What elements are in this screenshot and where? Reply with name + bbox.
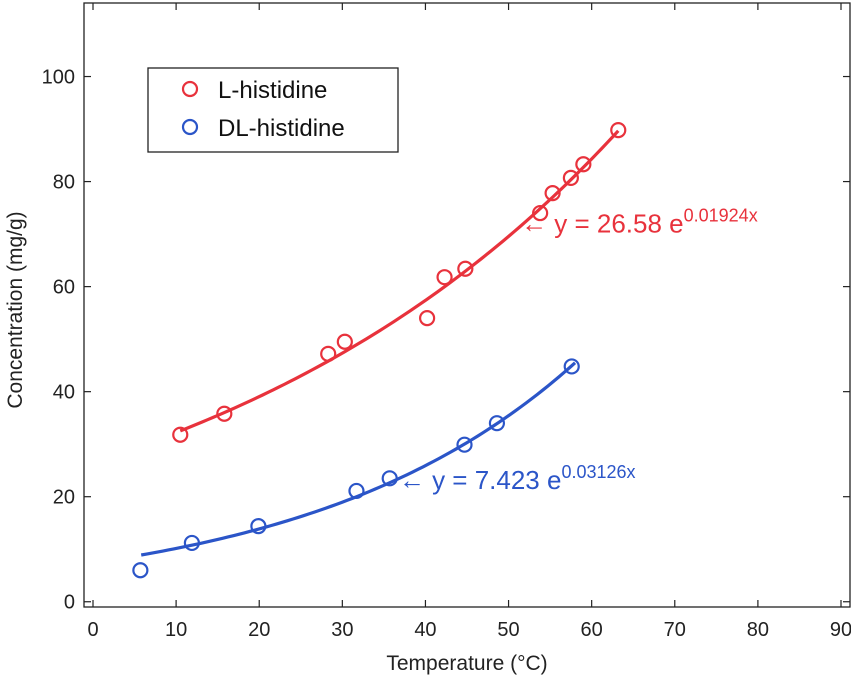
x-tick-label: 60 <box>581 619 603 641</box>
fit-curve-l-histidine <box>179 129 620 433</box>
data-point-dl-histidine <box>250 518 267 535</box>
data-point-l-histidine <box>320 345 337 362</box>
data-point-dl-histidine <box>348 482 365 500</box>
fit-equations: ← y = 26.58 e0.01924x ← y = 7.423 e0.0312… <box>399 206 758 495</box>
data-point-l-histidine <box>172 426 189 443</box>
data-point-l-histidine <box>216 405 233 422</box>
data-point-dl-histidine <box>183 534 201 552</box>
y-axis-title: Concentration (mg/g) <box>4 211 27 408</box>
data-point-l-histidine <box>562 169 579 186</box>
x-tick-label: 70 <box>664 619 686 641</box>
data-point-l-histidine <box>532 204 549 222</box>
x-tick-label: 0 <box>87 619 98 641</box>
axes: 0 10 20 30 40 50 60 70 80 90 0 20 40 60 80 100 <box>42 2 851 641</box>
legend: L-histidine DL-histidine <box>147 67 399 153</box>
fit-equation-dl-histidine: ← y = 7.423 e0.03126x <box>399 462 636 495</box>
data-point-l-histidine <box>436 269 453 286</box>
x-tick-label: 20 <box>248 619 270 641</box>
fit-curve-dl-histidine <box>140 361 577 557</box>
legend-marker <box>181 80 199 98</box>
data-point-dl-histidine <box>456 436 473 453</box>
fit-equation-l-histidine: ← y = 26.58 e0.01924x <box>521 206 758 239</box>
data-point-l-histidine <box>544 185 561 202</box>
data-points <box>132 122 627 579</box>
y-tick-label: 60 <box>53 277 75 299</box>
data-point-l-histidine <box>336 333 353 350</box>
y-tick-label: 40 <box>53 382 75 404</box>
y-tick-label: 100 <box>42 67 75 89</box>
data-point-l-histidine <box>610 122 627 139</box>
legend-marker <box>181 118 199 136</box>
data-point-dl-histidine <box>488 415 506 432</box>
data-point-dl-histidine <box>563 358 580 375</box>
x-tick-label: 40 <box>414 619 436 641</box>
y-tick-label: 20 <box>53 487 75 509</box>
x-tick-label: 10 <box>165 619 187 641</box>
x-tick-label: 90 <box>830 619 851 641</box>
x-tick-label: 30 <box>331 619 353 641</box>
y-tick-label: 0 <box>64 592 75 614</box>
plot-frame <box>83 2 851 608</box>
x-tick-label: 50 <box>497 619 519 641</box>
y-tick-label: 80 <box>53 172 75 194</box>
data-point-dl-histidine <box>132 562 149 579</box>
data-point-l-histidine <box>419 310 436 327</box>
legend-label: L-histidine <box>218 77 327 104</box>
x-tick-label: 80 <box>747 619 769 641</box>
data-point-dl-histidine <box>381 470 398 487</box>
data-point-l-histidine <box>575 156 592 173</box>
x-axis-title: Temperature (°C) <box>386 652 547 675</box>
legend-label: DL-histidine <box>218 115 345 142</box>
data-point-l-histidine <box>457 260 474 277</box>
